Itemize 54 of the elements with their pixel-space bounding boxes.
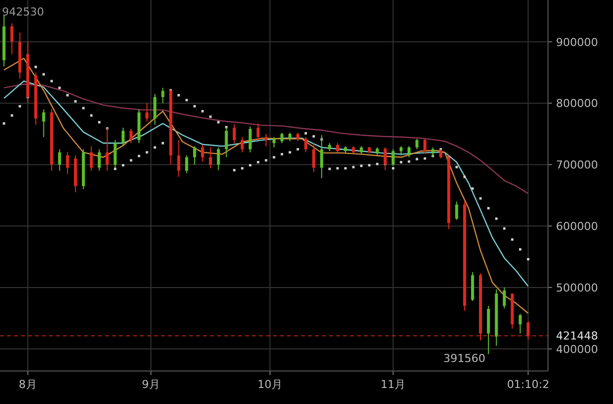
candlestick [58, 148, 62, 172]
candlestick [439, 148, 442, 159]
y-tick-label: 500000 [556, 281, 598, 294]
candlestick [216, 146, 220, 171]
x-tick-label: 8月 [18, 378, 37, 391]
candlestick [415, 138, 418, 150]
candlestick [518, 313, 522, 334]
line-series [3, 80, 529, 287]
candlestick [145, 102, 148, 122]
candlestick [193, 146, 196, 166]
candlestick [272, 136, 276, 148]
y-tick-label: 400000 [556, 342, 598, 356]
candlestick [90, 146, 93, 172]
candlestick [114, 140, 117, 168]
candlestick [240, 136, 244, 153]
candlestick [502, 286, 506, 309]
ref-line-label: 421448 [556, 330, 598, 343]
candlestick [336, 142, 340, 153]
candlestick [304, 136, 308, 153]
y-tick-label: 600000 [556, 220, 598, 234]
y-tick-label: 700000 [556, 158, 598, 172]
x-tick-label: 01:10:2 [506, 378, 550, 391]
y-tick-label: 900000 [556, 36, 598, 49]
candlestick [122, 127, 125, 147]
candlestick [177, 140, 180, 178]
annotation: 942530 [2, 6, 44, 19]
candlestick [455, 200, 458, 220]
candlestick [392, 148, 395, 166]
x-tick-label: 10月 [258, 378, 283, 391]
annotation: 391560 [443, 352, 486, 366]
candlestick [66, 152, 70, 174]
candlestick [400, 146, 403, 156]
candlestick [248, 126, 252, 153]
line-series [3, 84, 529, 194]
line-series [3, 58, 529, 314]
candlestick [408, 146, 411, 158]
candlestick [312, 142, 316, 172]
candlestick [423, 138, 426, 154]
candlestick [232, 124, 236, 144]
x-tick-label: 9月 [142, 378, 160, 391]
y-tick-label: 800000 [556, 97, 598, 110]
candlestick [280, 132, 284, 144]
candlestick [201, 144, 204, 162]
candlestick [42, 108, 46, 138]
candlestick [256, 122, 260, 141]
candlestick [10, 22, 14, 55]
x-tick-label: 11月 [380, 378, 406, 391]
candlestick [264, 133, 268, 147]
candlestick [208, 146, 212, 169]
candlestick [185, 154, 188, 174]
candlestick [130, 128, 133, 144]
candlestick [153, 93, 156, 126]
candlestick [98, 148, 101, 172]
candlestick [161, 87, 164, 104]
